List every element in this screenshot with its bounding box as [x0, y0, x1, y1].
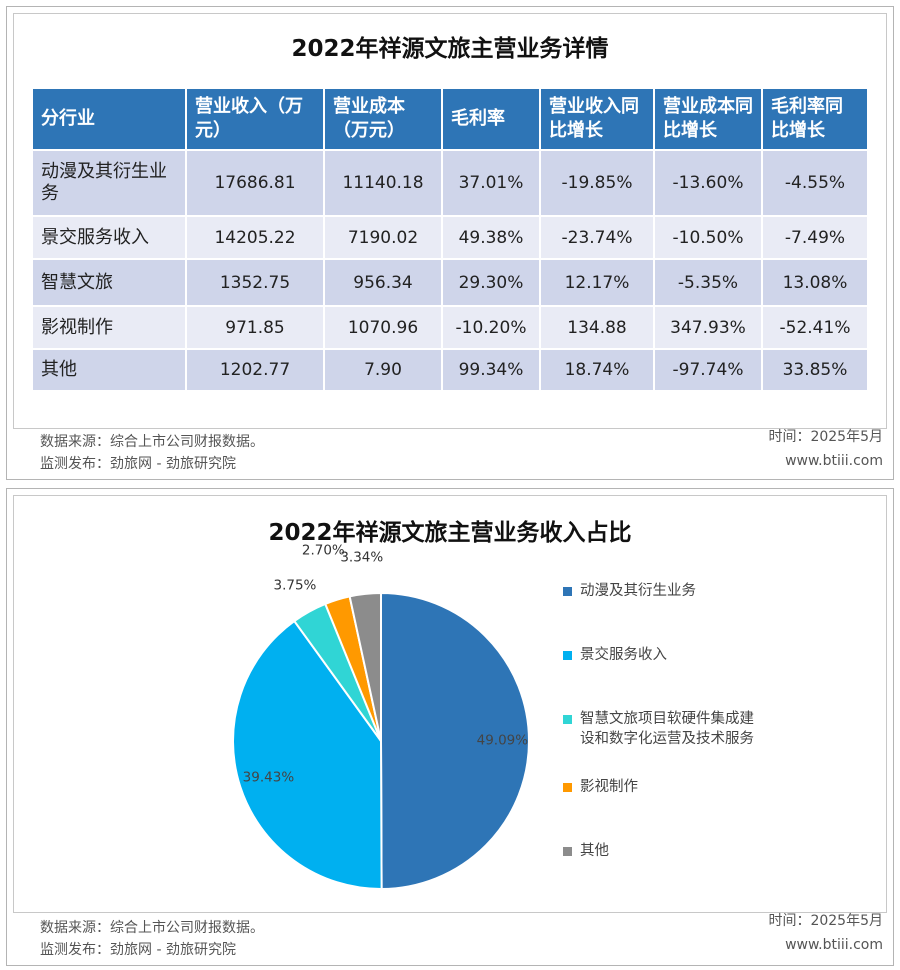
pie-slice — [380, 591, 531, 891]
cell-revenue: 971.85 — [185, 305, 325, 350]
cell-gross-margin: 29.30% — [441, 258, 541, 307]
legend-swatch — [563, 651, 572, 660]
cell-margin-yoy: 13.08% — [761, 258, 869, 307]
pie-data-label: 49.09% — [477, 733, 529, 749]
table-title: 2022年祥源文旅主营业务详情 — [291, 36, 609, 62]
pie-data-label: 39.43% — [243, 770, 295, 786]
cell-cost: 11140.18 — [323, 149, 443, 217]
legend-swatch — [563, 587, 572, 596]
pie-title: 2022年祥源文旅主营业务收入占比 — [268, 520, 632, 546]
cell-gross-margin: -10.20% — [441, 305, 541, 350]
cell-margin-yoy: -52.41% — [761, 305, 869, 350]
business-detail-table: 分行业 营业收入（万元） 营业成本（万元） 毛利率 营业收入同比增长 营业成本同… — [31, 87, 869, 392]
cell-category: 其他 — [31, 348, 187, 392]
business-detail-panel: 2022年祥源文旅主营业务详情 分行业 营业收入（万元） 营业成本（万元） 毛利… — [6, 6, 894, 480]
legend-item: 影视制作 — [563, 777, 763, 797]
header-category: 分行业 — [31, 87, 187, 151]
header-cost-yoy: 营业成本同比增长 — [653, 87, 763, 151]
cell-cost: 1070.96 — [323, 305, 443, 350]
pie-footer-left: 数据来源：综合上市公司财报数据。 监测发布：劲旅网 - 劲旅研究院 — [40, 917, 264, 961]
time-note: 时间：2025年5月 — [768, 429, 883, 445]
cell-cost-yoy: -10.50% — [653, 215, 763, 260]
cell-margin-yoy: -7.49% — [761, 215, 869, 260]
cell-cost-yoy: -5.35% — [653, 258, 763, 307]
legend-item: 智慧文旅项目软硬件集成建设和数字化运营及技术服务 — [563, 709, 763, 749]
cell-revenue: 1202.77 — [185, 348, 325, 392]
cell-cost: 7190.02 — [323, 215, 443, 260]
cell-cost-yoy: 347.93% — [653, 305, 763, 350]
header-margin-yoy: 毛利率同比增长 — [761, 87, 869, 151]
legend-label: 影视制作 — [580, 779, 638, 795]
pie-slice — [232, 619, 383, 891]
cell-revenue-yoy: 134.88 — [539, 305, 655, 350]
data-source-note: 数据来源：综合上市公司财报数据。 — [40, 434, 264, 450]
cell-gross-margin: 49.38% — [441, 215, 541, 260]
cell-revenue: 1352.75 — [185, 258, 325, 307]
cell-cost-yoy: -97.74% — [653, 348, 763, 392]
table-row: 智慧文旅 1352.75 956.34 29.30% 12.17% -5.35%… — [31, 258, 869, 307]
table-frame — [13, 13, 887, 429]
cell-category: 动漫及其衍生业务 — [31, 149, 187, 217]
legend-item: 其他 — [563, 841, 763, 861]
legend-swatch — [563, 847, 572, 856]
table-row: 其他 1202.77 7.90 99.34% 18.74% -97.74% 33… — [31, 348, 869, 392]
cell-margin-yoy: -4.55% — [761, 149, 869, 217]
cell-revenue-yoy: -19.85% — [539, 149, 655, 217]
legend-label: 智慧文旅项目软硬件集成建设和数字化运营及技术服务 — [580, 711, 754, 747]
legend-swatch — [563, 783, 572, 792]
cell-cost: 956.34 — [323, 258, 443, 307]
time-note: 时间：2025年5月 — [768, 913, 883, 929]
legend-swatch — [563, 715, 572, 724]
cell-revenue-yoy: 12.17% — [539, 258, 655, 307]
data-source-note: 数据来源：综合上市公司财报数据。 — [40, 920, 264, 936]
cell-category: 智慧文旅 — [31, 258, 187, 307]
pie-data-label: 3.34% — [340, 549, 383, 565]
cell-margin-yoy: 33.85% — [761, 348, 869, 392]
pie-data-label: 2.70% — [302, 542, 345, 558]
table-row: 景交服务收入 14205.22 7190.02 49.38% -23.74% -… — [31, 215, 869, 260]
legend-label: 其他 — [580, 843, 609, 859]
cell-category: 影视制作 — [31, 305, 187, 350]
pie-footer-right: 时间：2025年5月 www.btiii.com — [768, 909, 883, 957]
table-row: 影视制作 971.85 1070.96 -10.20% 134.88 347.9… — [31, 305, 869, 350]
table-header-row: 分行业 营业收入（万元） 营业成本（万元） 毛利率 营业收入同比增长 营业成本同… — [31, 87, 869, 151]
pie-slice — [348, 591, 382, 742]
cell-category: 景交服务收入 — [31, 215, 187, 260]
cell-revenue: 17686.81 — [185, 149, 325, 217]
publisher-note: 监测发布：劲旅网 - 劲旅研究院 — [40, 942, 236, 958]
cell-gross-margin: 37.01% — [441, 149, 541, 217]
website-link[interactable]: www.btiii.com — [785, 453, 883, 469]
header-revenue: 营业收入（万元） — [185, 87, 325, 151]
legend-label: 动漫及其衍生业务 — [580, 583, 696, 599]
cell-revenue: 14205.22 — [185, 215, 325, 260]
cell-cost: 7.90 — [323, 348, 443, 392]
legend-label: 景交服务收入 — [580, 647, 667, 663]
revenue-share-pie-chart: 49.09% 39.43% 3.75% 2.70%3.34% — [232, 542, 531, 891]
table-footer-right: 时间：2025年5月 www.btiii.com — [768, 425, 883, 473]
cell-revenue-yoy: -23.74% — [539, 215, 655, 260]
header-cost: 营业成本（万元） — [323, 87, 443, 151]
pie-data-label: 3.75% — [273, 578, 316, 594]
website-link[interactable]: www.btiii.com — [785, 937, 883, 953]
legend-item: 景交服务收入 — [563, 645, 763, 665]
legend-item: 动漫及其衍生业务 — [563, 581, 763, 601]
header-gross-margin: 毛利率 — [441, 87, 541, 151]
cell-gross-margin: 99.34% — [441, 348, 541, 392]
cell-revenue-yoy: 18.74% — [539, 348, 655, 392]
table-footer-left: 数据来源：综合上市公司财报数据。 监测发布：劲旅网 - 劲旅研究院 — [40, 431, 264, 475]
revenue-share-panel: 2022年祥源文旅主营业务收入占比 49.09% 39.43% 3.75% 2.70%… — [6, 488, 894, 966]
publisher-note: 监测发布：劲旅网 - 劲旅研究院 — [40, 456, 236, 472]
cell-cost-yoy: -13.60% — [653, 149, 763, 217]
header-revenue-yoy: 营业收入同比增长 — [539, 87, 655, 151]
pie-frame — [13, 495, 887, 913]
table-row: 动漫及其衍生业务 17686.81 11140.18 37.01% -19.85… — [31, 149, 869, 217]
